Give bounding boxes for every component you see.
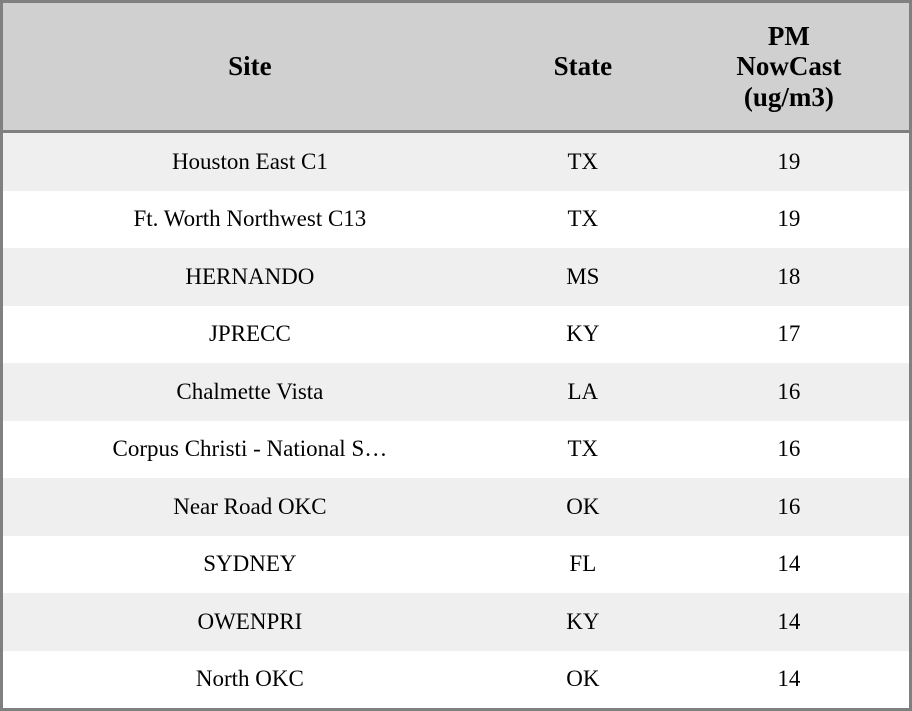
state-cell: MS bbox=[566, 263, 600, 289]
state-cell: FL bbox=[569, 551, 597, 577]
state-cell: KY bbox=[566, 321, 600, 347]
table-row: Corpus Christi - National S… TX 16 bbox=[3, 420, 909, 478]
table-row: Ft. Worth Northwest C13 TX 19 bbox=[3, 190, 909, 248]
column-header-site: Site bbox=[228, 51, 272, 81]
site-cell: SYDNEY bbox=[203, 551, 297, 577]
pm-value-cell: 19 bbox=[777, 206, 801, 232]
site-cell: OWENPRI bbox=[197, 608, 303, 634]
table-row: Chalmette Vista LA 16 bbox=[3, 363, 909, 421]
state-cell: OK bbox=[566, 666, 600, 692]
table-row: HERNANDO MS 18 bbox=[3, 248, 909, 306]
site-cell: HERNANDO bbox=[185, 263, 315, 289]
site-cell: Houston East C1 bbox=[171, 148, 328, 174]
column-header-state: State bbox=[553, 51, 613, 81]
table-body: Houston East C1 TX 19 Ft. Worth Northwes… bbox=[3, 133, 909, 708]
state-cell: OK bbox=[566, 493, 600, 519]
state-cell: LA bbox=[567, 378, 599, 404]
site-cell: Near Road OKC bbox=[173, 493, 327, 519]
table-row: OWENPRI KY 14 bbox=[3, 593, 909, 651]
pm-value-cell: 19 bbox=[777, 148, 801, 174]
table-row: Near Road OKC OK 16 bbox=[3, 478, 909, 536]
site-cell: Chalmette Vista bbox=[176, 378, 324, 404]
site-cell: North OKC bbox=[195, 666, 304, 692]
pm-value-cell: 14 bbox=[777, 666, 801, 692]
table-row: SYDNEY FL 14 bbox=[3, 535, 909, 593]
table-row: JPRECC KY 17 bbox=[3, 305, 909, 363]
site-cell: Ft. Worth Northwest C13 bbox=[133, 206, 367, 232]
state-cell: KY bbox=[566, 608, 600, 634]
pm-value-cell: 17 bbox=[777, 321, 801, 347]
site-cell: Corpus Christi - National S… bbox=[112, 436, 388, 462]
pm-value-cell: 16 bbox=[777, 436, 801, 462]
state-cell: TX bbox=[567, 148, 599, 174]
pm-value-cell: 18 bbox=[777, 263, 801, 289]
pm-value-cell: 16 bbox=[777, 493, 801, 519]
table-row: Houston East C1 TX 19 bbox=[3, 133, 909, 191]
state-cell: TX bbox=[567, 206, 599, 232]
site-cell: JPRECC bbox=[208, 321, 291, 347]
table-row: North OKC OK 14 bbox=[3, 650, 909, 708]
column-header-pm-nowcast: PM NowCast (ug/m3) bbox=[736, 21, 842, 112]
state-cell: TX bbox=[567, 436, 599, 462]
pm-value-cell: 14 bbox=[777, 608, 801, 634]
pm-value-cell: 14 bbox=[777, 551, 801, 577]
table-header: Site State PM NowCast (ug/m3) bbox=[3, 3, 909, 133]
pm-value-cell: 16 bbox=[777, 378, 801, 404]
